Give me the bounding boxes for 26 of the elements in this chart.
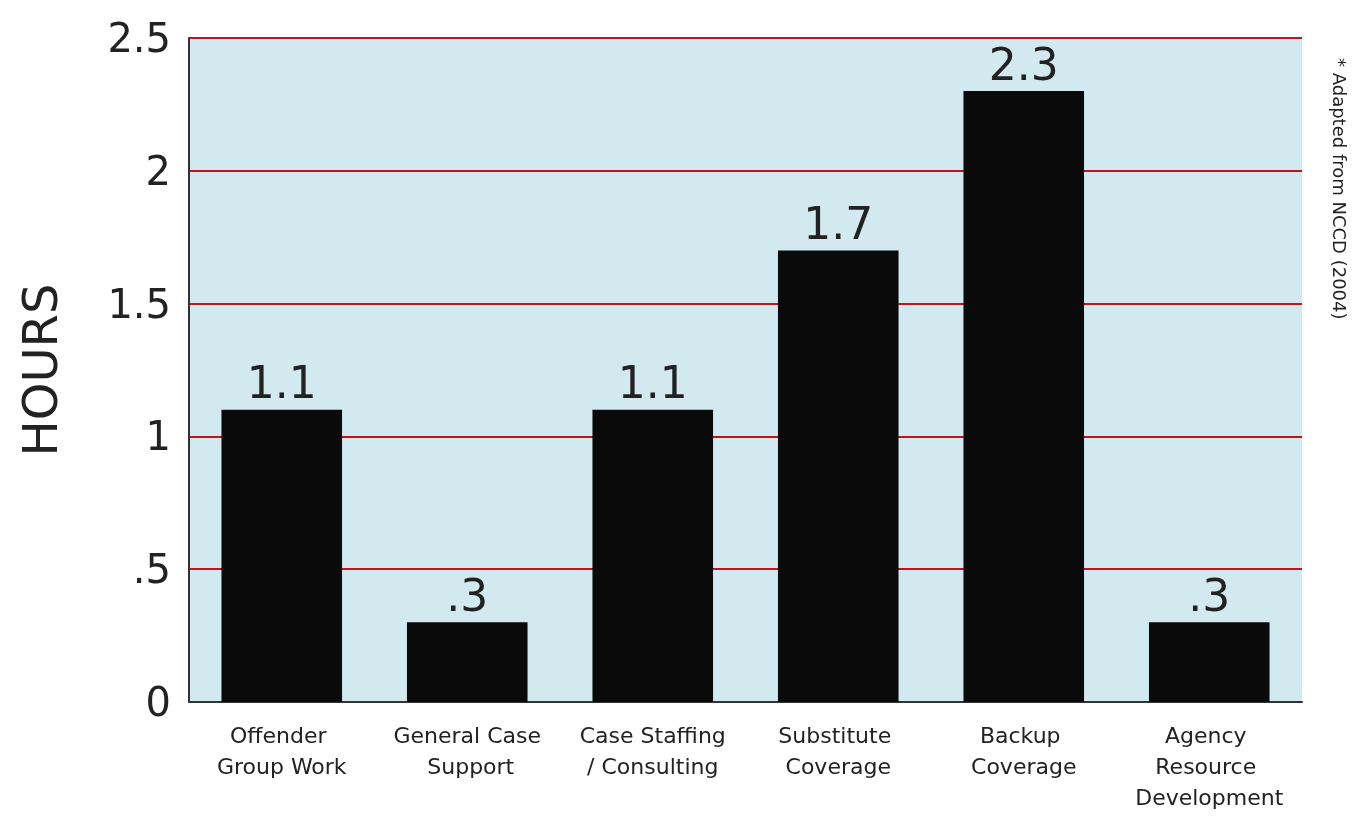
data-label: 1.1: [617, 357, 688, 409]
y-tick-label: 2.5: [107, 15, 171, 61]
bar: [406, 622, 528, 702]
bar: [592, 409, 714, 702]
data-label: 2.3: [988, 38, 1059, 90]
y-tick-label: 2: [145, 147, 171, 194]
y-tick-label: 0: [145, 679, 171, 725]
data-label: 1.7: [803, 197, 874, 249]
x-tick-label: Substitute Coverage: [778, 723, 899, 779]
y-tick-label: 1: [145, 413, 171, 460]
x-tick-label: Case Staffing/ Consulting: [579, 723, 726, 779]
data-label: .3: [446, 569, 489, 621]
x-tick-label: Offender Group Work: [216, 723, 347, 779]
bar: [963, 91, 1085, 702]
x-tick-label: Agency Resource Development: [1135, 723, 1284, 810]
data-label: .3: [1188, 569, 1231, 621]
text: * Adapted from NCCD (2004): [1328, 58, 1350, 320]
bar: [1148, 622, 1270, 702]
data-label: 1.1: [246, 357, 317, 409]
y-tick-label: 1.5: [107, 280, 171, 327]
x-tick-label: Backup Coverage: [971, 723, 1077, 779]
y-axis-title: HOURS: [12, 283, 68, 457]
y-tick-label: .5: [132, 546, 171, 593]
x-tick-label: General Case Support: [393, 723, 542, 779]
bar: [221, 409, 343, 702]
bar: [777, 250, 899, 702]
